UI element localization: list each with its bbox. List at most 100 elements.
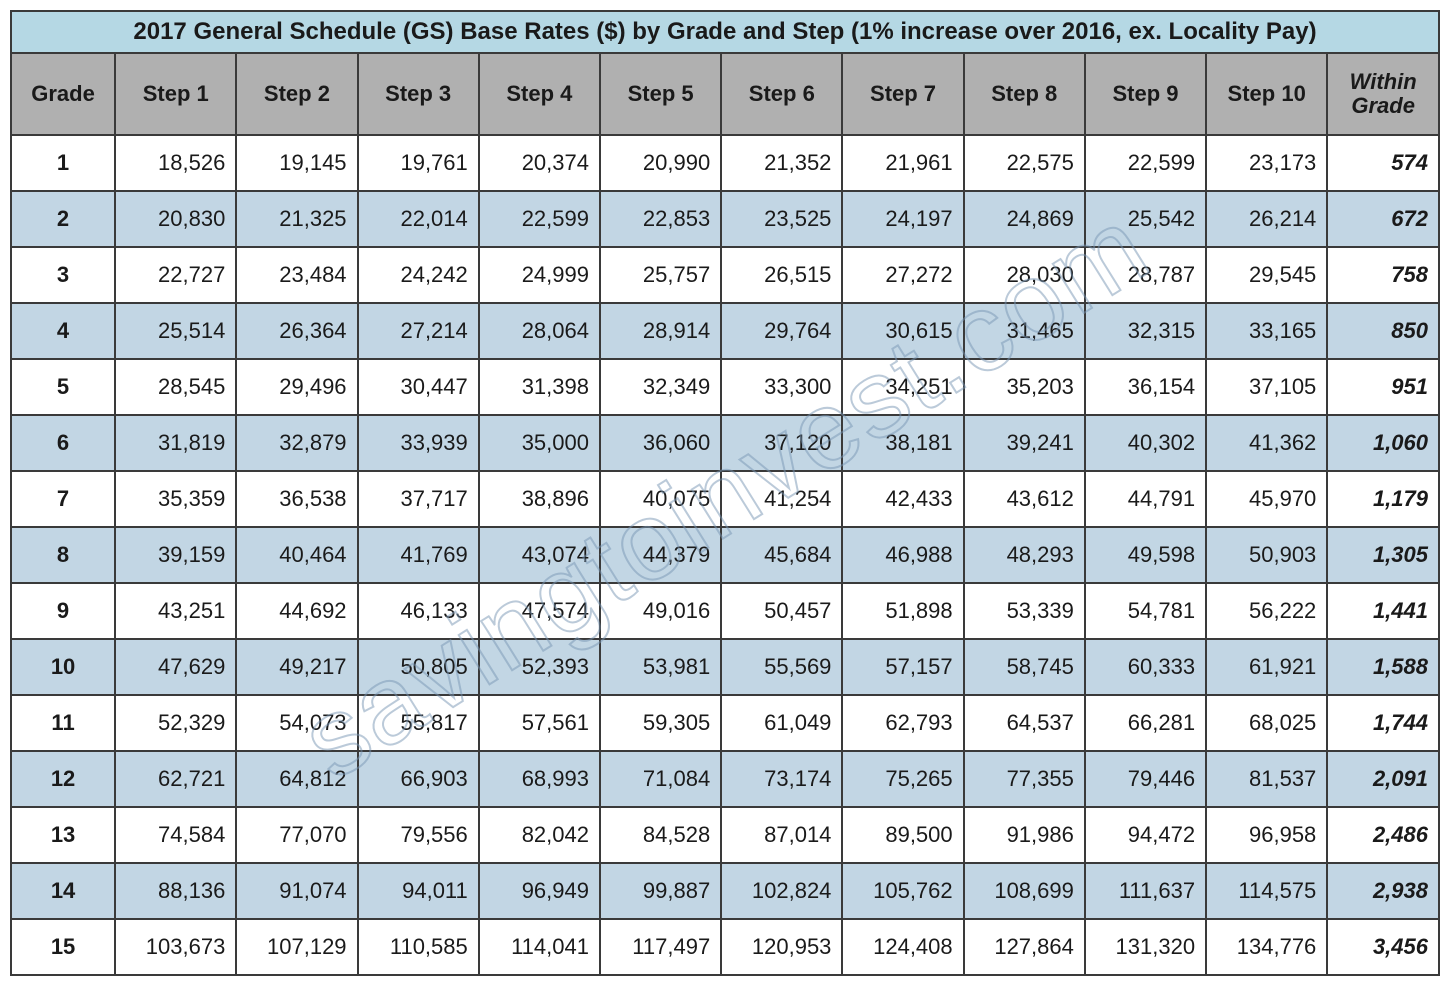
- cell-step: 36,538: [236, 471, 357, 527]
- cell-step: 22,575: [964, 135, 1085, 191]
- cell-step: 108,699: [964, 863, 1085, 919]
- cell-step: 43,074: [479, 527, 600, 583]
- cell-step: 55,569: [721, 639, 842, 695]
- table-row: 1152,32954,07355,81757,56159,30561,04962…: [11, 695, 1439, 751]
- cell-step: 24,999: [479, 247, 600, 303]
- cell-step: 50,457: [721, 583, 842, 639]
- table-title: 2017 General Schedule (GS) Base Rates ($…: [11, 11, 1439, 53]
- cell-step: 22,853: [600, 191, 721, 247]
- cell-step: 81,537: [1206, 751, 1327, 807]
- cell-within-grade: 2,091: [1327, 751, 1439, 807]
- cell-step: 84,528: [600, 807, 721, 863]
- cell-step: 37,120: [721, 415, 842, 471]
- cell-step: 54,073: [236, 695, 357, 751]
- cell-step: 96,958: [1206, 807, 1327, 863]
- cell-step: 20,374: [479, 135, 600, 191]
- cell-step: 120,953: [721, 919, 842, 975]
- cell-step: 99,887: [600, 863, 721, 919]
- cell-step: 29,545: [1206, 247, 1327, 303]
- table-body: 118,52619,14519,76120,37420,99021,35221,…: [11, 135, 1439, 975]
- cell-step: 89,500: [842, 807, 963, 863]
- cell-step: 25,757: [600, 247, 721, 303]
- cell-step: 57,157: [842, 639, 963, 695]
- table-row: 1262,72164,81266,90368,99371,08473,17475…: [11, 751, 1439, 807]
- cell-step: 127,864: [964, 919, 1085, 975]
- cell-step: 34,251: [842, 359, 963, 415]
- cell-step: 46,133: [358, 583, 479, 639]
- cell-step: 20,830: [115, 191, 236, 247]
- cell-step: 48,293: [964, 527, 1085, 583]
- cell-step: 47,629: [115, 639, 236, 695]
- cell-step: 24,197: [842, 191, 963, 247]
- cell-step: 31,398: [479, 359, 600, 415]
- cell-grade: 4: [11, 303, 115, 359]
- cell-step: 47,574: [479, 583, 600, 639]
- cell-step: 117,497: [600, 919, 721, 975]
- cell-step: 33,300: [721, 359, 842, 415]
- cell-step: 62,793: [842, 695, 963, 751]
- cell-step: 68,025: [1206, 695, 1327, 751]
- table-row: 839,15940,46441,76943,07444,37945,68446,…: [11, 527, 1439, 583]
- table-row: 15103,673107,129110,585114,041117,497120…: [11, 919, 1439, 975]
- cell-step: 94,011: [358, 863, 479, 919]
- cell-step: 87,014: [721, 807, 842, 863]
- cell-within-grade: 1,179: [1327, 471, 1439, 527]
- header-row: Grade Step 1 Step 2 Step 3 Step 4 Step 5…: [11, 53, 1439, 135]
- cell-step: 131,320: [1085, 919, 1206, 975]
- table-row: 943,25144,69246,13347,57449,01650,45751,…: [11, 583, 1439, 639]
- cell-step: 18,526: [115, 135, 236, 191]
- cell-step: 22,727: [115, 247, 236, 303]
- cell-step: 40,464: [236, 527, 357, 583]
- cell-within-grade: 1,588: [1327, 639, 1439, 695]
- cell-step: 41,769: [358, 527, 479, 583]
- cell-step: 68,993: [479, 751, 600, 807]
- cell-step: 26,515: [721, 247, 842, 303]
- cell-step: 26,364: [236, 303, 357, 359]
- cell-step: 32,879: [236, 415, 357, 471]
- cell-step: 103,673: [115, 919, 236, 975]
- cell-step: 35,000: [479, 415, 600, 471]
- cell-step: 55,817: [358, 695, 479, 751]
- col-step-5: Step 5: [600, 53, 721, 135]
- cell-step: 31,819: [115, 415, 236, 471]
- cell-step: 28,030: [964, 247, 1085, 303]
- cell-within-grade: 2,938: [1327, 863, 1439, 919]
- cell-step: 38,896: [479, 471, 600, 527]
- cell-grade: 2: [11, 191, 115, 247]
- cell-step: 25,542: [1085, 191, 1206, 247]
- cell-step: 52,329: [115, 695, 236, 751]
- cell-step: 29,496: [236, 359, 357, 415]
- cell-step: 79,556: [358, 807, 479, 863]
- cell-within-grade: 758: [1327, 247, 1439, 303]
- cell-step: 40,075: [600, 471, 721, 527]
- table-container: 2017 General Schedule (GS) Base Rates ($…: [10, 10, 1440, 976]
- col-step-8: Step 8: [964, 53, 1085, 135]
- cell-grade: 15: [11, 919, 115, 975]
- cell-step: 24,242: [358, 247, 479, 303]
- col-step-9: Step 9: [1085, 53, 1206, 135]
- cell-step: 26,214: [1206, 191, 1327, 247]
- cell-step: 114,575: [1206, 863, 1327, 919]
- cell-step: 49,598: [1085, 527, 1206, 583]
- cell-step: 44,379: [600, 527, 721, 583]
- col-step-10: Step 10: [1206, 53, 1327, 135]
- cell-grade: 10: [11, 639, 115, 695]
- cell-step: 19,761: [358, 135, 479, 191]
- table-row: 322,72723,48424,24224,99925,75726,51527,…: [11, 247, 1439, 303]
- cell-step: 23,173: [1206, 135, 1327, 191]
- cell-step: 35,203: [964, 359, 1085, 415]
- cell-step: 27,214: [358, 303, 479, 359]
- cell-step: 21,325: [236, 191, 357, 247]
- cell-step: 49,016: [600, 583, 721, 639]
- cell-step: 37,717: [358, 471, 479, 527]
- table-row: 220,83021,32522,01422,59922,85323,52524,…: [11, 191, 1439, 247]
- cell-step: 124,408: [842, 919, 963, 975]
- cell-step: 74,584: [115, 807, 236, 863]
- cell-step: 91,986: [964, 807, 1085, 863]
- cell-step: 32,349: [600, 359, 721, 415]
- table-row: 1047,62949,21750,80552,39353,98155,56957…: [11, 639, 1439, 695]
- cell-grade: 13: [11, 807, 115, 863]
- table-row: 1488,13691,07494,01196,94999,887102,8241…: [11, 863, 1439, 919]
- cell-grade: 12: [11, 751, 115, 807]
- cell-step: 42,433: [842, 471, 963, 527]
